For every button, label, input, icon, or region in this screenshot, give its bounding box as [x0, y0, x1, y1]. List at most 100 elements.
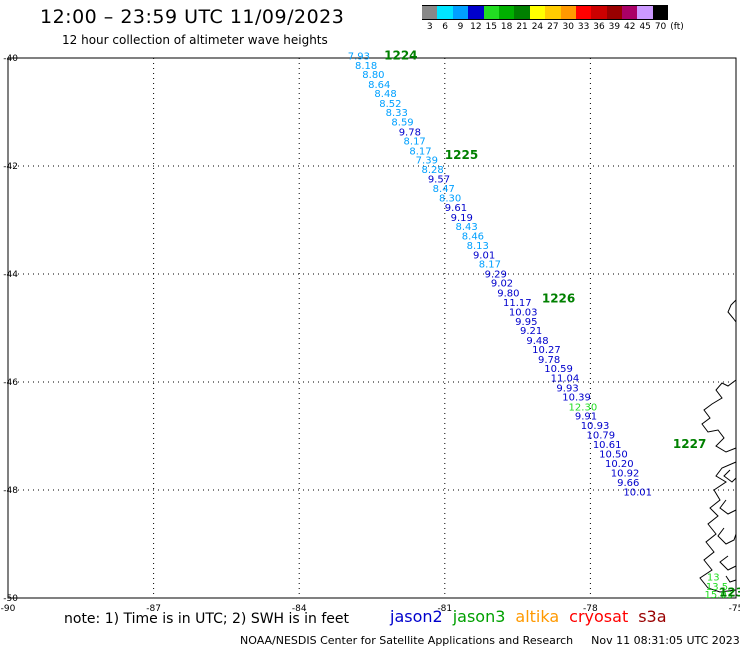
wave-height-label: 8.28 [422, 165, 444, 176]
scale-swatch [545, 5, 561, 20]
scale-swatch [452, 5, 469, 20]
satellite-altika: altika [515, 607, 560, 626]
wave-height-label: 10.61 [593, 440, 622, 451]
wave-height-label: 8.80 [362, 70, 384, 81]
wave-height-label: 9.66 [617, 478, 639, 489]
pass-time-label: 1224 [384, 48, 417, 62]
scale-bin: 15 [483, 5, 499, 32]
scale-label: 70 [654, 22, 667, 32]
scale-bin: 9 [452, 5, 469, 32]
wave-height-label: 8.13 [467, 241, 489, 252]
scale-label: 30 [562, 22, 574, 32]
wave-height-label: 9.21 [520, 326, 542, 337]
wave-height-label: 9.61 [445, 203, 467, 214]
wave-height-label: 8.18 [355, 61, 377, 72]
wave-height-label: 10.50 [599, 449, 628, 460]
scale-bin: 3 [422, 5, 438, 32]
x-tick-label: -87 [146, 604, 161, 614]
wave-height-label: 9.93 [556, 383, 578, 394]
scale-bin: 18 [498, 5, 515, 32]
x-tick-label: -81 [437, 604, 452, 614]
scale-swatch [514, 5, 530, 20]
wave-height-label: 8.30 [439, 193, 461, 204]
credit-line: NOAA/NESDIS Center for Satellite Applica… [240, 634, 740, 647]
coastline [719, 555, 737, 571]
wave-height-label: 10.92 [611, 469, 640, 480]
wave-height-label: 10.03 [509, 307, 538, 318]
wave-height-label: 9.95 [515, 317, 537, 328]
satellite-cryosat: cryosat [569, 607, 629, 626]
wave-height-label: 8.46 [462, 232, 484, 243]
scale-bin: 24 [529, 5, 546, 32]
scale-swatch [498, 5, 515, 20]
wave-height-label: 10.79 [587, 430, 616, 441]
wave-height-label: 7.93 [348, 51, 370, 62]
coastline [717, 527, 737, 545]
wave-height-label: 8.52 [379, 99, 401, 110]
scale-bin: 27 [545, 5, 561, 32]
x-tick-label: -90 [1, 604, 16, 614]
scale-unit: (ft) [670, 22, 684, 32]
scale-swatch [483, 5, 499, 20]
scale-bin: 12 [468, 5, 484, 32]
satellite-legend: jason2 jason3 altika cryosat s3a [390, 607, 677, 626]
scale-bin: 39 [606, 5, 623, 32]
satellite-jason3: jason3 [452, 607, 506, 626]
scale-swatch [575, 5, 592, 20]
scale-label: 18 [500, 22, 513, 32]
wave-height-label: 8.47 [433, 184, 455, 195]
scale-bin: 21 [514, 5, 530, 32]
wave-height-label: 9.91 [575, 411, 597, 422]
x-tick-label: -75 [729, 604, 740, 614]
y-tick-label: -48 [3, 486, 18, 496]
y-tick-label: -42 [3, 162, 18, 172]
scale-bin: 42 [622, 5, 638, 32]
pass-time-label: 1225 [445, 148, 478, 162]
pass-time-label: 1231 [719, 586, 740, 600]
wave-height-label: 9.78 [538, 355, 560, 366]
wave-height-label: 10.39 [562, 393, 591, 404]
wave-height-label: 7.39 [416, 156, 438, 167]
wave-height-label: 12.30 [569, 402, 598, 413]
scale-bin: 36 [591, 5, 607, 32]
scale-label: 12 [470, 22, 482, 32]
wave-height-label: 10.20 [605, 459, 634, 470]
wave-height-label: 8.17 [404, 137, 426, 148]
coastline [701, 379, 737, 453]
y-tick-label: -40 [3, 54, 18, 64]
wave-height-label: 11.17 [503, 298, 532, 309]
wave-height-label: 9.19 [451, 213, 473, 224]
scale-bin: 45 [637, 5, 653, 32]
wave-height-label: 8.43 [455, 222, 477, 233]
wave-height-label: 9.48 [526, 336, 548, 347]
y-tick-label: -46 [3, 378, 18, 388]
map-subtitle: 12 hour collection of altimeter wave hei… [62, 33, 328, 47]
pass-time-label: 1226 [542, 291, 575, 305]
wave-height-label: 13 [707, 572, 720, 583]
scale-swatch [652, 5, 669, 20]
coastline [723, 469, 737, 483]
map-title: 12:00 – 23:59 UTC 11/09/2023 [40, 6, 345, 28]
wave-height-label: 10.93 [581, 421, 610, 432]
satellite-s3a: s3a [638, 607, 667, 626]
plot-frame [7, 57, 737, 599]
credit-timestamp: Nov 11 08:31:05 UTC 2023 [591, 634, 740, 647]
scale-label: 42 [624, 22, 636, 32]
wave-height-label: 9.80 [497, 288, 519, 299]
scale-label: 36 [593, 22, 605, 32]
wave-height-label: 8.48 [374, 89, 396, 100]
scale-swatch [560, 5, 576, 20]
satellite-jason2: jason2 [390, 607, 443, 626]
wave-height-label: 9.57 [428, 174, 450, 185]
wave-height-label: 10.59 [544, 364, 573, 375]
coastline [727, 299, 737, 323]
x-tick-label: -84 [292, 604, 307, 614]
scale-label: 33 [577, 22, 590, 32]
scale-label: 27 [547, 22, 559, 32]
wave-height-label: 13.5 [706, 582, 728, 593]
color-scale-legend: 3 6 9 12 15 18 21 24 27 30 33 36 39 42 45 70 (ft) [422, 5, 684, 32]
scale-bin: 33 [575, 5, 592, 32]
coastline [725, 575, 737, 583]
scale-bin: 30 [560, 5, 576, 32]
